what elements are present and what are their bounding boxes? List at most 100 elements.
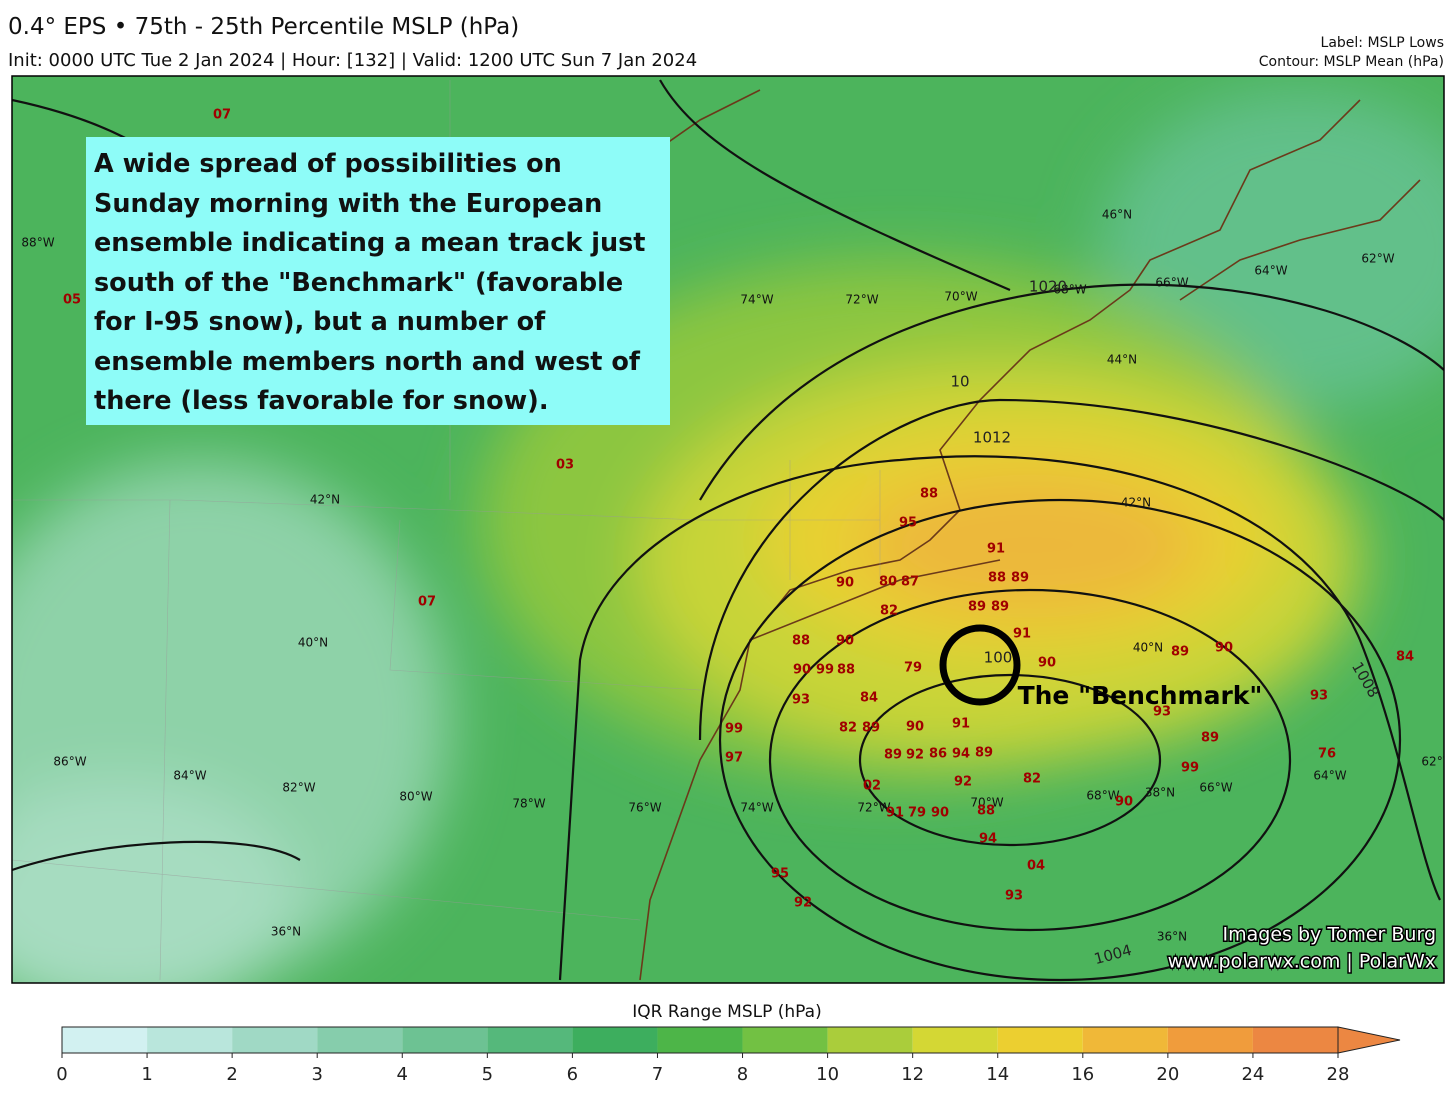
member-low-label: 84 bbox=[860, 691, 878, 706]
member-low-label: 89 bbox=[968, 600, 986, 615]
member-low-label: 94 bbox=[952, 747, 970, 762]
member-low-label: 88 bbox=[920, 487, 938, 502]
member-low-label: 82 bbox=[1023, 772, 1041, 787]
member-low-label: 07 bbox=[418, 595, 436, 610]
contour-label: 1012 bbox=[973, 429, 1011, 447]
member-low-label: 90 bbox=[793, 663, 811, 678]
graticule-label: 40°N bbox=[1133, 641, 1163, 655]
colorbar-arrow bbox=[1337, 1026, 1401, 1054]
colorbar-tick-label: 24 bbox=[1241, 1064, 1264, 1085]
graticule-label: 44°N bbox=[1107, 353, 1137, 367]
member-low-label: 89 bbox=[975, 746, 993, 761]
member-low-label: 80 bbox=[879, 575, 897, 590]
credit: www.polarwx.com | PolarWx bbox=[1168, 951, 1436, 973]
member-low-label: 95 bbox=[899, 516, 917, 531]
graticule-label: 72°W bbox=[857, 801, 890, 815]
member-low-label: 91 bbox=[886, 806, 904, 821]
colorbar-segment bbox=[742, 1027, 828, 1053]
colorbar-tick-label: 5 bbox=[482, 1064, 493, 1085]
benchmark-circle bbox=[939, 624, 1021, 706]
colorbar-tick-label: 8 bbox=[737, 1064, 748, 1085]
colorbar-tick-label: 14 bbox=[986, 1064, 1009, 1085]
member-low-label: 94 bbox=[979, 832, 997, 847]
member-low-label: 88 bbox=[988, 571, 1006, 586]
member-low-label: 82 bbox=[880, 604, 898, 619]
colorbar-tick-label: 28 bbox=[1327, 1064, 1350, 1085]
member-low-label: 04 bbox=[1027, 859, 1045, 874]
graticule-label: 86°W bbox=[53, 755, 86, 769]
colorbar-segment bbox=[62, 1027, 148, 1053]
graticule-label: 42°N bbox=[1121, 496, 1151, 510]
colorbar-segment bbox=[487, 1027, 573, 1053]
member-low-label: 82 bbox=[839, 721, 857, 736]
colorbar-tick-label: 12 bbox=[901, 1064, 924, 1085]
colorbar-tick-label: 4 bbox=[397, 1064, 408, 1085]
colorbar-segment bbox=[572, 1027, 658, 1053]
member-low-label: 90 bbox=[931, 806, 949, 821]
colorbar-tick-label: 1 bbox=[141, 1064, 152, 1085]
member-low-label: 97 bbox=[725, 751, 743, 766]
graticule-label: 66°W bbox=[1155, 276, 1188, 290]
borders bbox=[12, 80, 881, 981]
member-low-label: 93 bbox=[1310, 689, 1328, 704]
contour-note: Contour: MSLP Mean (hPa) bbox=[1259, 54, 1444, 70]
member-low-label: 76 bbox=[1318, 747, 1336, 762]
member-low-label: 02 bbox=[863, 779, 881, 794]
graticule-label: 68°W bbox=[1086, 789, 1119, 803]
member-low-label: 93 bbox=[1153, 705, 1171, 720]
colorbar-tick-label: 7 bbox=[652, 1064, 663, 1085]
member-low-label: 90 bbox=[836, 576, 854, 591]
member-low-label: 87 bbox=[901, 575, 919, 590]
member-low-label: 91 bbox=[987, 542, 1005, 557]
graticule-label: 64°W bbox=[1254, 264, 1287, 278]
benchmark-label: The "Benchmark" bbox=[1018, 681, 1263, 710]
member-low-label: 90 bbox=[1038, 656, 1056, 671]
member-low-label: 07 bbox=[213, 108, 231, 123]
member-low-label: 86 bbox=[929, 747, 947, 762]
graticule-label: 74°W bbox=[740, 293, 773, 307]
colorbar-tick-label: 6 bbox=[567, 1064, 578, 1085]
member-low-label: 93 bbox=[1005, 889, 1023, 904]
member-low-label: 90 bbox=[1115, 795, 1133, 810]
graticule-label: 74°W bbox=[740, 801, 773, 815]
member-low-label: 93 bbox=[792, 693, 810, 708]
graticule-label: 78°W bbox=[512, 797, 545, 811]
colorbar-segment bbox=[147, 1027, 233, 1053]
map: 88°W 46°N 64°W 62°W 74°W 72°W 70°W 68°W 66°W 44°N… bbox=[12, 76, 1454, 983]
member-low-label: 89 bbox=[1011, 571, 1029, 586]
member-low-label: 92 bbox=[906, 748, 924, 763]
colorbar-segment bbox=[317, 1027, 403, 1053]
subtitle: Init: 0000 UTC Tue 2 Jan 2024 | Hour: [1… bbox=[8, 50, 697, 71]
colorbar-segment bbox=[232, 1027, 318, 1053]
member-low-label: 89 bbox=[884, 748, 902, 763]
colorbar-segment bbox=[657, 1027, 743, 1053]
graticule-label: 36°N bbox=[271, 925, 301, 939]
graticule-label: 88°W bbox=[21, 236, 54, 250]
colorbar-label: IQR Range MSLP (hPa) bbox=[632, 1002, 821, 1022]
member-low-label: 89 bbox=[991, 600, 1009, 615]
graticule-label: 64°W bbox=[1313, 769, 1346, 783]
member-low-label: 91 bbox=[952, 717, 970, 732]
graticule-label: 80°W bbox=[399, 790, 432, 804]
colorbar-tick-label: 10 bbox=[816, 1064, 839, 1085]
member-low-label: 79 bbox=[908, 806, 926, 821]
graticule-label: 82°W bbox=[282, 781, 315, 795]
colorbar-segment bbox=[1167, 1027, 1253, 1053]
member-low-label: 84 bbox=[1396, 650, 1414, 665]
member-low-label: 99 bbox=[816, 663, 834, 678]
credit: Images by Tomer Burg bbox=[1223, 924, 1436, 946]
member-low-label: 92 bbox=[954, 775, 972, 790]
graticule-label: 62°W bbox=[1421, 755, 1454, 769]
graticule-label: 72°W bbox=[845, 293, 878, 307]
annotation-box: A wide spread of possibilities on Sunday… bbox=[86, 137, 670, 425]
graticule-label: 76°W bbox=[628, 801, 661, 815]
graticule-label: 46°N bbox=[1102, 208, 1132, 222]
colorbar-segment bbox=[827, 1027, 913, 1053]
member-low-label: 90 bbox=[836, 634, 854, 649]
member-low-label: 88 bbox=[977, 804, 995, 819]
contours bbox=[12, 79, 1444, 982]
member-low-label: 91 bbox=[1013, 627, 1031, 642]
colorbar-tick-label: 0 bbox=[56, 1064, 67, 1085]
contour-label: 100 bbox=[984, 649, 1013, 667]
